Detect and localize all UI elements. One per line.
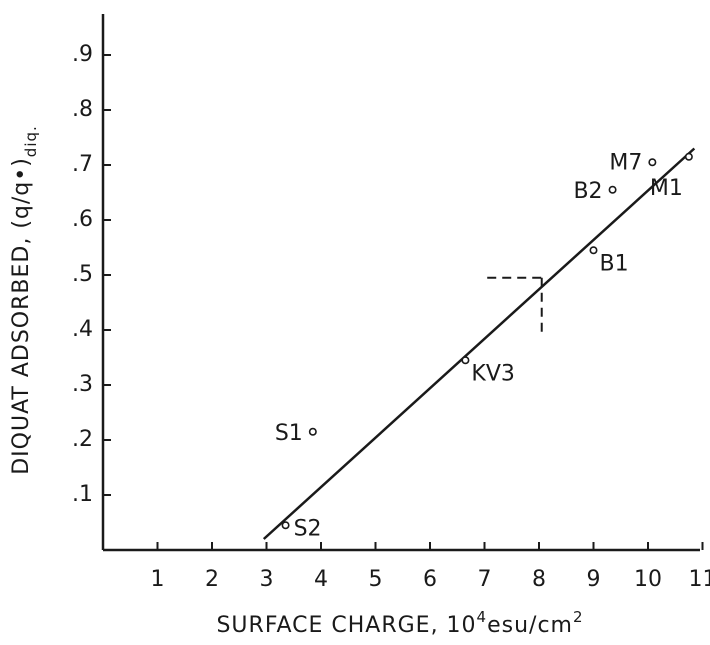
x-tick-label: 2	[205, 567, 219, 592]
x-tick-label: 9	[587, 567, 601, 592]
y-tick-label: .2	[72, 427, 93, 452]
data-point-s1	[308, 427, 317, 436]
y-tick-label: .5	[72, 262, 93, 287]
y-axis-ticks: .1 .2 .3 .4 .5 .6 .7 .8 .9	[72, 42, 111, 507]
plot-frame	[101, 14, 700, 552]
y-tick-label: .4	[72, 317, 93, 342]
data-point-kv3	[461, 356, 470, 365]
x-tick-label: 8	[532, 567, 546, 592]
reference-lines	[487, 276, 543, 336]
data-point-s2	[281, 521, 290, 530]
y-tick-label: .9	[72, 42, 93, 67]
x-tick-label: 3	[260, 567, 274, 592]
data-point-m7	[648, 158, 657, 167]
point-label-m1: M1	[650, 176, 683, 201]
point-label-b2: B2	[573, 179, 602, 204]
x-axis-title: SURFACE CHARGE, 104esu/cm2	[216, 608, 583, 638]
point-label-s2: S2	[294, 516, 322, 541]
fit-line-group	[262, 147, 696, 540]
x-tick-label: 11	[689, 567, 710, 592]
x-tick-label: 4	[314, 567, 328, 592]
data-point-b1	[589, 246, 598, 255]
x-axis-ticks: 1 2 3 4 5 6 7 8 9 10 11	[151, 542, 710, 592]
y-axis-title: DIQUAT ADSORBED, (q/q•)diq.	[9, 125, 40, 475]
x-tick-label: 1	[151, 567, 165, 592]
y-tick-label: .8	[72, 97, 93, 122]
data-point-m1	[684, 152, 693, 161]
point-label-kv3: KV3	[471, 361, 514, 386]
y-tick-label: .7	[72, 152, 93, 177]
x-tick-label: 10	[634, 567, 662, 592]
y-tick-label: .1	[72, 482, 93, 507]
data-points: S2 S1 KV3 B1 B2 M7 M1	[275, 150, 693, 541]
x-tick-label: 5	[369, 567, 383, 592]
y-tick-label: .6	[72, 207, 93, 232]
data-point-b2	[608, 185, 617, 194]
x-tick-label: 6	[423, 567, 437, 592]
point-label-b1: B1	[600, 251, 629, 276]
x-tick-label: 7	[478, 567, 492, 592]
point-label-m7: M7	[609, 150, 642, 175]
fit-line	[262, 147, 696, 540]
point-label-s1: S1	[275, 421, 303, 446]
y-tick-label: .3	[72, 372, 93, 397]
